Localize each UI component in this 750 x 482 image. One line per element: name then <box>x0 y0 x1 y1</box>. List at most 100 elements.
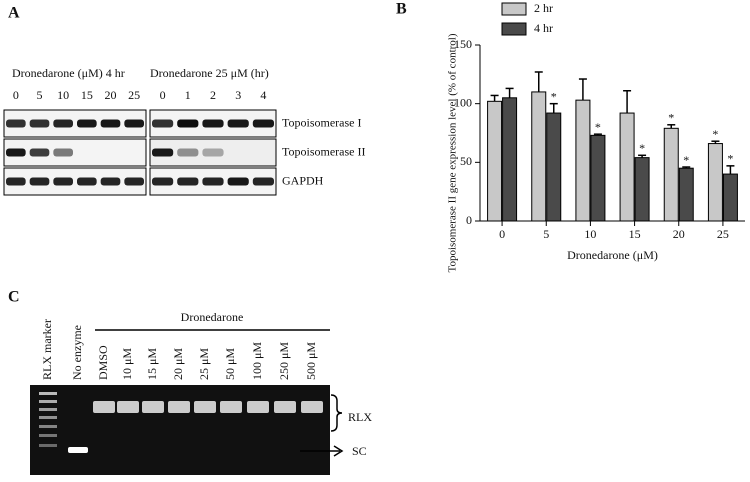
marker-band <box>39 434 57 437</box>
rlx-band <box>142 401 164 413</box>
lane-label: DMSO <box>96 345 110 380</box>
legend-swatch <box>501 22 527 36</box>
panel-label: C <box>8 289 20 306</box>
lane-label: 10 μM <box>120 348 134 380</box>
bar <box>663 127 679 222</box>
band <box>29 177 50 186</box>
lane-label: 0 <box>13 88 19 102</box>
bar <box>678 167 694 222</box>
significance: * <box>683 153 689 167</box>
lane-label: 25 <box>128 88 140 102</box>
lane-label: 20 <box>105 88 117 102</box>
y-tick-label: 0 <box>466 213 472 227</box>
x-tick-label: 20 <box>673 227 685 241</box>
bar <box>707 143 723 222</box>
band <box>252 177 274 186</box>
rlx-band <box>117 401 139 413</box>
band <box>53 148 73 157</box>
significance: * <box>727 152 733 166</box>
panel-label: B <box>396 1 407 18</box>
significance: * <box>595 120 601 134</box>
band <box>29 148 50 157</box>
arrow-head <box>333 445 344 457</box>
row-label: GAPDH <box>282 173 324 187</box>
y-axis-label: Topoisomerase II gene expression level (… <box>447 33 459 272</box>
marker-band <box>39 416 57 419</box>
gel <box>30 385 330 475</box>
bar <box>634 157 650 222</box>
band <box>53 177 73 186</box>
band <box>77 177 97 186</box>
band <box>6 119 26 128</box>
panel-label: A <box>8 5 20 22</box>
x-tick-label: 5 <box>543 227 549 241</box>
sc-band <box>68 447 88 453</box>
band <box>177 177 199 186</box>
marker-band <box>39 408 57 411</box>
blot-heading: Dronedarone (μM) 4 hr <box>12 66 125 80</box>
lane-label: 10 <box>57 88 69 102</box>
bar <box>619 112 635 222</box>
band <box>177 148 199 157</box>
blot <box>3 138 147 167</box>
marker-band <box>39 425 57 428</box>
band <box>124 119 144 128</box>
bar <box>590 134 606 222</box>
lane-label: 5 <box>37 88 43 102</box>
blot <box>3 109 147 138</box>
row-label: Topoisomerase II <box>282 144 365 158</box>
lane-label: 4 <box>260 88 266 102</box>
lane-label: 3 <box>235 88 241 102</box>
lane-label: 500 μM <box>304 342 318 380</box>
legend-label: 4 hr <box>534 21 553 35</box>
bar <box>546 112 562 222</box>
marker-band <box>39 444 57 447</box>
band <box>100 177 121 186</box>
band <box>202 177 224 186</box>
rlx-band <box>194 401 216 413</box>
marker-band <box>39 392 57 395</box>
band <box>202 119 224 128</box>
rlx-band <box>274 401 296 413</box>
x-tick-label: 0 <box>499 227 505 241</box>
blot-heading: Dronedarone 25 μM (hr) <box>150 66 269 80</box>
lane-label: 25 μM <box>197 348 211 380</box>
lane-label: 50 μM <box>223 348 237 380</box>
band <box>77 119 97 128</box>
band <box>152 177 174 186</box>
lane-label: 0 <box>160 88 166 102</box>
band <box>152 148 174 157</box>
band <box>6 148 26 157</box>
band <box>53 119 73 128</box>
band <box>6 177 26 186</box>
significance: * <box>639 141 645 155</box>
bar <box>575 99 591 222</box>
y-tick-label: 150 <box>454 37 472 51</box>
rlx-band <box>301 401 323 413</box>
band <box>100 119 121 128</box>
bar <box>487 100 503 222</box>
band <box>202 148 224 157</box>
band <box>152 119 174 128</box>
x-tick-label: 10 <box>584 227 596 241</box>
legend-swatch <box>501 2 527 16</box>
band-label: SC <box>352 444 367 458</box>
significance: * <box>712 127 718 141</box>
lane-label: 2 <box>210 88 216 102</box>
x-tick-label: 15 <box>629 227 641 241</box>
row-label: Topoisomerase I <box>282 115 361 129</box>
blot <box>3 167 147 196</box>
group-label: Dronedarone <box>181 310 244 324</box>
band-label: RLX <box>348 410 372 424</box>
band <box>29 119 50 128</box>
rlx-band <box>93 401 115 413</box>
lane-label: 1 <box>185 88 191 102</box>
lane-label: RLX marker <box>40 319 54 380</box>
band <box>252 119 274 128</box>
band <box>227 177 249 186</box>
band <box>124 177 144 186</box>
y-tick-label: 50 <box>460 154 472 168</box>
rlx-band <box>220 401 242 413</box>
lane-label: 15 <box>81 88 93 102</box>
